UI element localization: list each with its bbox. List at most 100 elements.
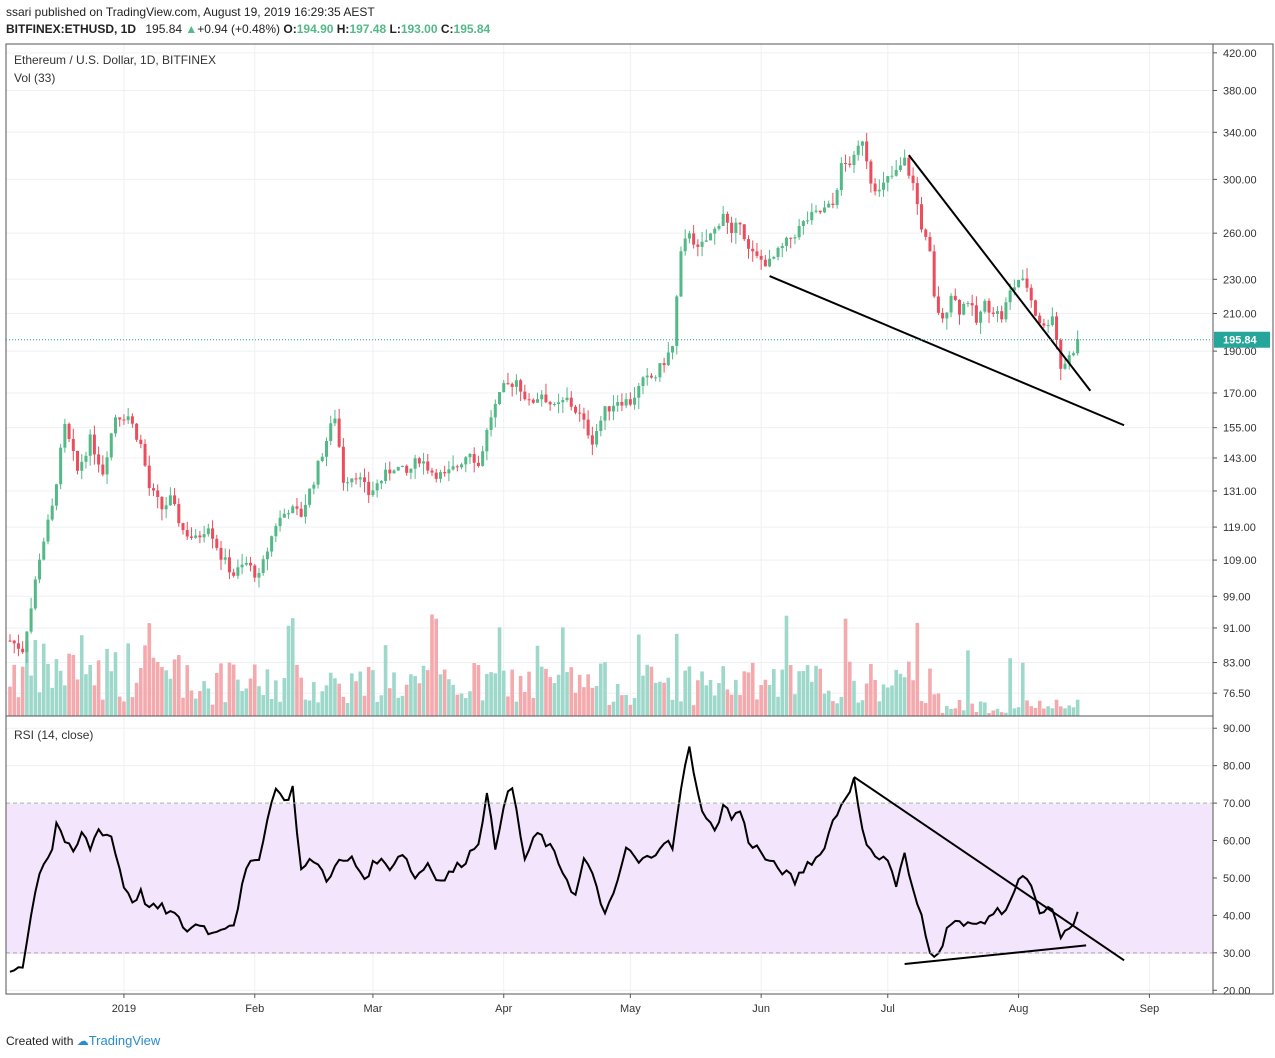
volume-bar xyxy=(290,618,295,716)
candle-body xyxy=(253,565,257,578)
volume-bar xyxy=(210,704,215,716)
volume-bar xyxy=(198,691,202,716)
volume-bar xyxy=(41,643,46,716)
candle-body xyxy=(257,572,261,578)
volume-bar xyxy=(1075,699,1080,716)
volume-bar xyxy=(957,699,962,716)
tradingview-logo-icon: ☁ xyxy=(76,1034,89,1048)
candle-body xyxy=(181,523,185,531)
price-tick-label: 131.00 xyxy=(1223,486,1257,498)
volume-bar xyxy=(666,677,671,716)
candle-body xyxy=(299,508,303,517)
volume-bar xyxy=(801,671,806,716)
volume-bar xyxy=(691,705,696,716)
candle-body xyxy=(1042,323,1046,326)
volume-bar xyxy=(202,681,206,716)
volume-bar xyxy=(510,669,514,716)
close-label: C: xyxy=(440,22,454,36)
volume-bar xyxy=(995,708,1000,716)
volume-bar xyxy=(434,618,439,716)
volume-bar xyxy=(497,627,502,716)
volume-bar xyxy=(1037,700,1042,716)
candle-body xyxy=(907,157,911,176)
candle-body xyxy=(763,259,767,267)
volume-bar xyxy=(544,668,548,716)
time-tick-label: Jun xyxy=(752,1003,770,1015)
candle-body xyxy=(8,640,12,642)
candle-body xyxy=(1050,316,1054,326)
price-tick-label: 300.00 xyxy=(1223,174,1257,186)
candle-body xyxy=(236,567,240,576)
volume-bar xyxy=(704,685,709,716)
candle-body xyxy=(557,402,561,405)
candle-body xyxy=(595,430,599,445)
volume-bar xyxy=(907,661,911,716)
volume-bar xyxy=(805,665,810,716)
footer-brand[interactable]: TradingView xyxy=(88,1033,161,1048)
candle-body xyxy=(468,454,472,458)
candle-body xyxy=(430,470,434,473)
volume-bar xyxy=(763,679,768,716)
volume-bar xyxy=(231,664,236,716)
volume-bar xyxy=(767,685,772,716)
volume-bar xyxy=(797,671,801,716)
volume-bar xyxy=(835,703,839,716)
volume-bar xyxy=(223,702,228,716)
time-tick-label: Aug xyxy=(1009,1003,1029,1015)
candle-body xyxy=(464,457,468,465)
volume-bar xyxy=(489,672,493,716)
volume-bar xyxy=(881,684,886,716)
volume-bar xyxy=(261,695,265,716)
candle-body xyxy=(194,535,198,538)
candle-body xyxy=(679,251,683,297)
volume-bar xyxy=(274,680,278,716)
volume-bar xyxy=(577,674,582,716)
volume-bar xyxy=(286,625,291,716)
volume-bar xyxy=(75,679,80,716)
candle-body xyxy=(877,189,881,192)
candle-body xyxy=(379,480,383,484)
candle-body xyxy=(966,303,970,305)
candle-body xyxy=(759,255,763,260)
candle-body xyxy=(219,547,223,560)
candle-body xyxy=(949,295,953,313)
trendline xyxy=(769,275,1125,427)
candle-body xyxy=(772,256,776,259)
candle-body xyxy=(198,535,202,538)
volume-bar xyxy=(383,645,388,716)
volume-label: Vol (33) xyxy=(14,71,55,85)
volume-bar xyxy=(594,685,599,716)
volume-bar xyxy=(915,622,920,716)
volume-bar xyxy=(442,669,447,716)
volume-bar xyxy=(514,701,519,716)
candle-body xyxy=(797,225,801,238)
volume-bar xyxy=(1050,708,1055,716)
price-tick-label: 380.00 xyxy=(1223,85,1257,97)
volume-bar xyxy=(772,669,776,716)
candle-body xyxy=(1076,339,1080,354)
candle-body xyxy=(835,190,839,206)
time-tick-label: Apr xyxy=(495,1003,512,1015)
volume-bar xyxy=(430,614,434,716)
candle-body xyxy=(692,233,696,245)
volume-bar xyxy=(873,680,877,716)
candle-body xyxy=(426,461,430,471)
volume-bar xyxy=(501,670,506,716)
candle-body xyxy=(143,443,147,466)
volume-bar xyxy=(493,673,498,716)
volume-bar xyxy=(818,668,823,716)
candle-body xyxy=(1012,287,1016,291)
candle-body xyxy=(713,228,717,234)
volume-bar xyxy=(527,671,531,716)
volume-bar xyxy=(788,665,793,716)
candle-body xyxy=(282,513,286,518)
volume-bar xyxy=(902,677,907,716)
candle-body xyxy=(979,311,983,323)
volume-bar xyxy=(518,675,523,716)
volume-bar xyxy=(658,681,662,716)
volume-bar xyxy=(219,663,223,716)
rsi-tick-label: 40.00 xyxy=(1223,910,1251,922)
candle-body xyxy=(1021,278,1025,280)
volume-bar xyxy=(603,662,607,716)
